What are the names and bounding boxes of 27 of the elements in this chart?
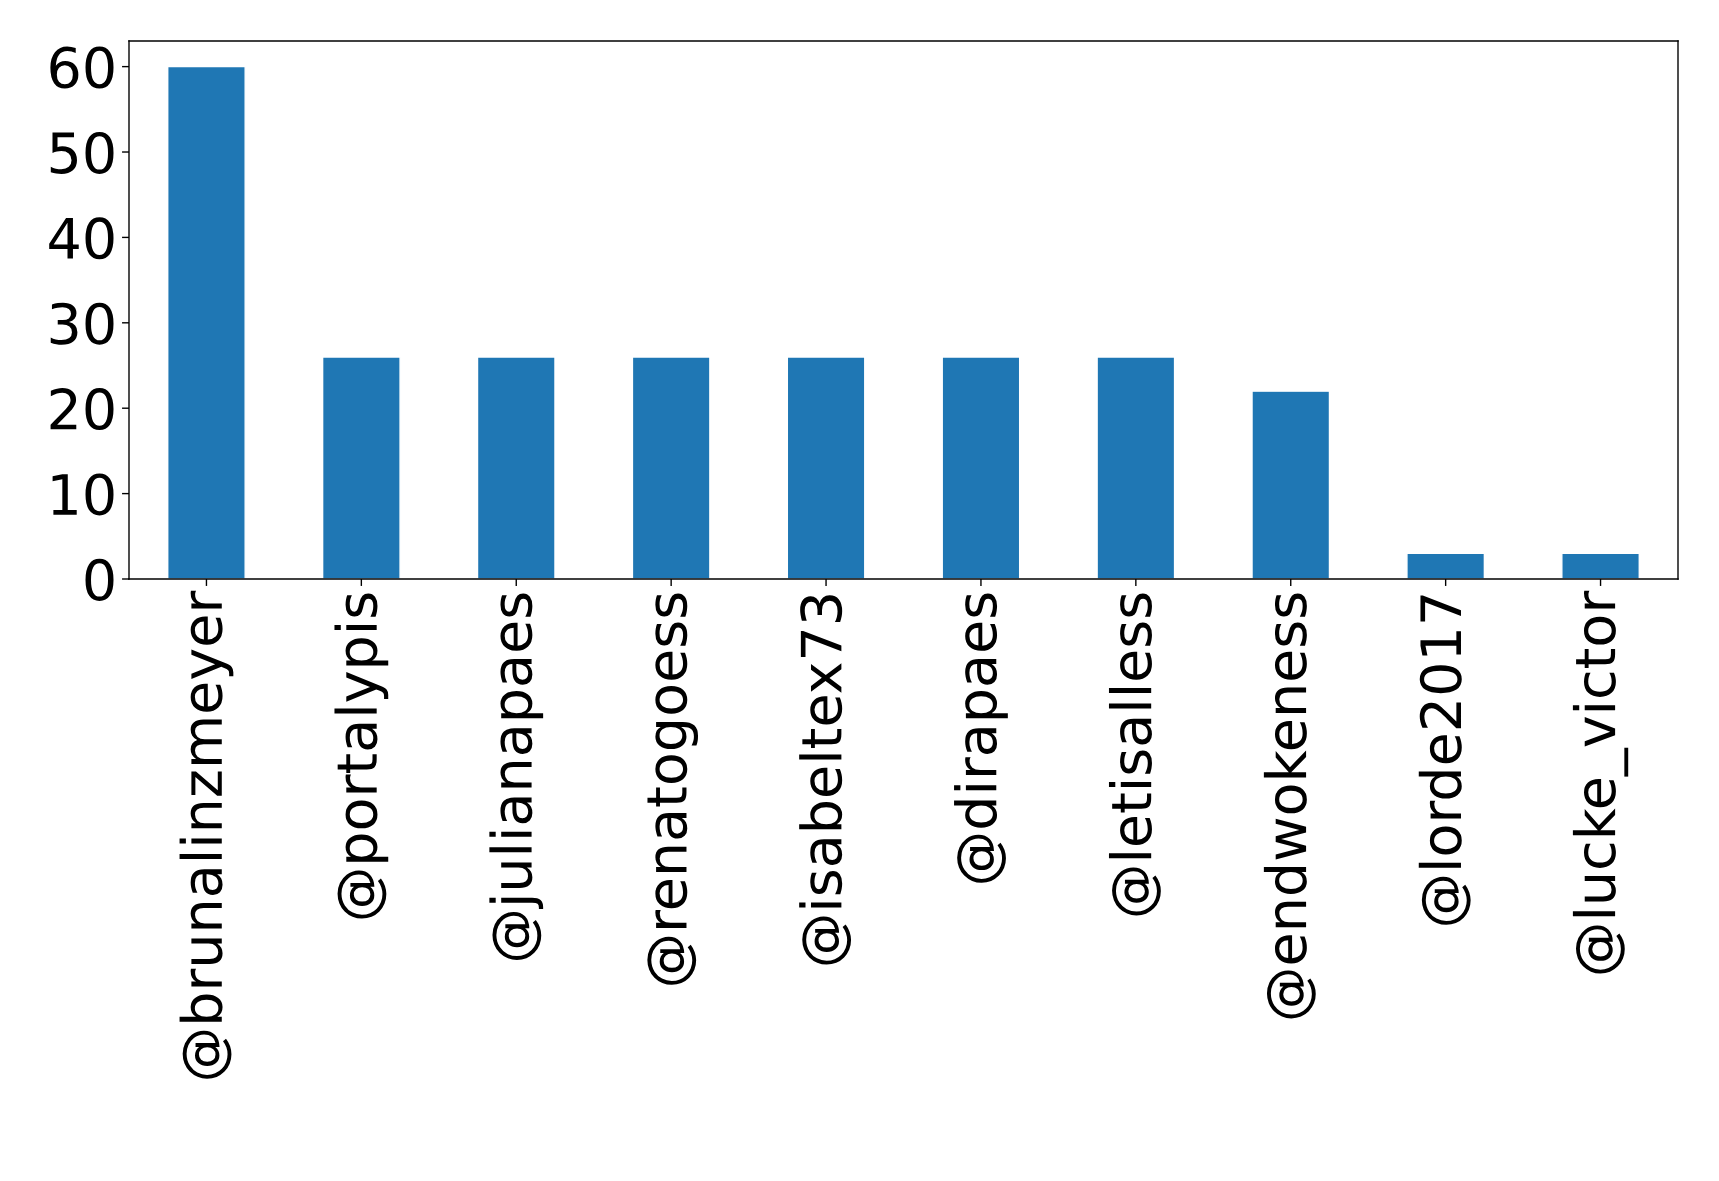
bar — [1096, 356, 1176, 579]
x-tick-label: @dirapaes — [954, 593, 1008, 883]
bar — [1406, 552, 1486, 579]
x-tick-label: @letisalless — [1108, 593, 1161, 916]
x-tick-label: @lucke_victor — [1572, 590, 1629, 974]
bar — [476, 356, 556, 579]
bar — [941, 356, 1021, 579]
x-tick-label: @lorde2017 — [1418, 595, 1471, 925]
y-tick-label: 0 — [85, 558, 114, 601]
x-tick-label: @portalypis — [334, 593, 389, 919]
y-tick-label: 40 — [49, 217, 114, 260]
bar — [321, 356, 401, 579]
y-tick-label: 10 — [52, 473, 114, 516]
y-tick-label: 60 — [50, 46, 114, 89]
bar — [631, 356, 711, 579]
y-tick-label: 20 — [50, 388, 114, 431]
x-tick-label: @isabeltex73 — [799, 595, 852, 965]
bar — [167, 65, 246, 579]
y-tick-label: 50 — [50, 131, 114, 174]
y-tick-label: 30 — [50, 302, 114, 345]
x-tick-label: @endwokeness — [1263, 593, 1316, 1019]
bar — [1561, 552, 1640, 579]
bar — [1251, 390, 1331, 579]
bar — [786, 356, 866, 579]
x-tick-label: @renatogoess — [647, 593, 699, 985]
x-tick-label: @brunalinzmeyer — [179, 590, 234, 1079]
x-tick-label: @julianapaes — [489, 593, 544, 960]
